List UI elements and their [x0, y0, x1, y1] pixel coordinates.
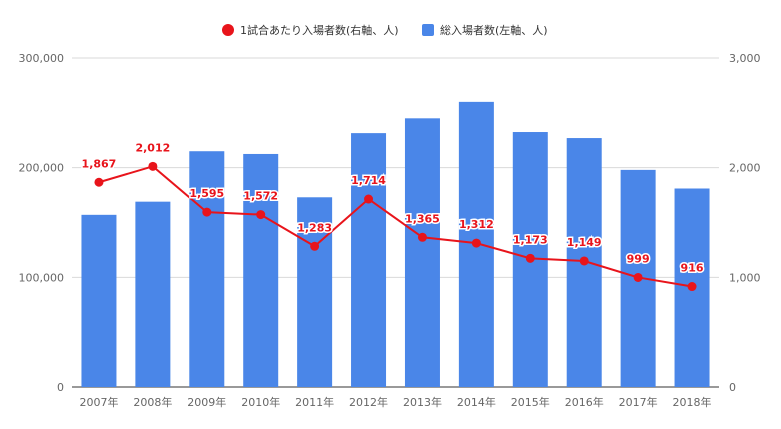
line-data-label: 1,149	[567, 236, 602, 249]
line-point	[94, 177, 104, 187]
line-series	[94, 161, 697, 292]
line-data-label: 1,283	[297, 221, 332, 234]
x-tick-label: 2010年	[241, 395, 280, 409]
line-point	[525, 253, 535, 263]
legend-label-bar: 総入場者数(左軸、人)	[440, 23, 548, 37]
gridlines	[72, 57, 719, 388]
line-data-label: 1,173	[513, 233, 548, 246]
line-point	[579, 256, 589, 266]
line-data-label: 1,365	[405, 212, 440, 225]
line-point	[417, 232, 427, 242]
x-tick-label: 2009年	[187, 395, 226, 409]
y-right-tick-label: 3,000	[729, 52, 761, 65]
bar	[351, 133, 387, 387]
line-data-label: 999	[627, 252, 650, 265]
legend-marker-bar	[422, 24, 434, 36]
data-labels: 1,867 2,012 1,595 1,572 1,283 1,714 1,365 1,312…	[80, 140, 705, 276]
bar-series	[81, 101, 710, 388]
line-data-label: 1,714	[351, 174, 386, 187]
x-tick-label: 2007年	[79, 395, 118, 409]
y-right-tick-label: 2,000	[729, 162, 761, 175]
y-left-tick-label: 0	[57, 381, 64, 394]
x-tick-label: 2011年	[295, 395, 334, 409]
y-left-tick-label: 200,000	[19, 162, 65, 175]
legend-label-line: 1試合あたり入場者数(右軸、人)	[240, 23, 399, 37]
line-data-label: 1,595	[189, 187, 224, 200]
x-tick-label: 2016年	[565, 395, 604, 409]
x-tick-label: 2017年	[619, 395, 658, 409]
y-left-tick-label: 100,000	[19, 271, 65, 284]
line-data-label: 2,012	[135, 141, 170, 154]
bar	[81, 214, 117, 387]
line-point	[633, 272, 643, 282]
bar	[243, 153, 279, 387]
line-point	[310, 241, 320, 251]
x-tick-label: 2013年	[403, 395, 442, 409]
x-tick-label: 2014年	[457, 395, 496, 409]
bar	[189, 151, 225, 387]
y-left-tick-label: 300,000	[19, 52, 65, 65]
line-point	[471, 238, 481, 248]
x-tick-label: 2012年	[349, 395, 388, 409]
bar	[135, 201, 171, 387]
line-point	[202, 207, 212, 217]
x-tick-label: 2008年	[133, 395, 172, 409]
line-point	[256, 210, 266, 220]
line-point	[687, 282, 697, 292]
x-tick-label: 2018年	[673, 395, 712, 409]
line-data-label: 1,312	[459, 218, 494, 231]
line-path	[98, 165, 693, 288]
line-point	[364, 194, 374, 204]
x-tick-label: 2015年	[511, 395, 550, 409]
axis-labels: 0 0 100,000 1,000 200,000 2,000 300,000 3,000 20…	[19, 52, 761, 409]
bar	[404, 118, 440, 388]
line-data-label: 916	[681, 262, 704, 275]
bar	[297, 197, 333, 387]
line-data-label: 1,867	[82, 157, 117, 170]
line-data-label: 1,572	[243, 190, 278, 203]
y-right-tick-label: 0	[729, 381, 736, 394]
legend-marker-line	[222, 24, 234, 36]
line-point	[148, 161, 158, 171]
y-right-tick-label: 1,000	[729, 271, 761, 284]
legend: 1試合あたり入場者数(右軸、人) 総入場者数(左軸、人)	[222, 23, 548, 37]
